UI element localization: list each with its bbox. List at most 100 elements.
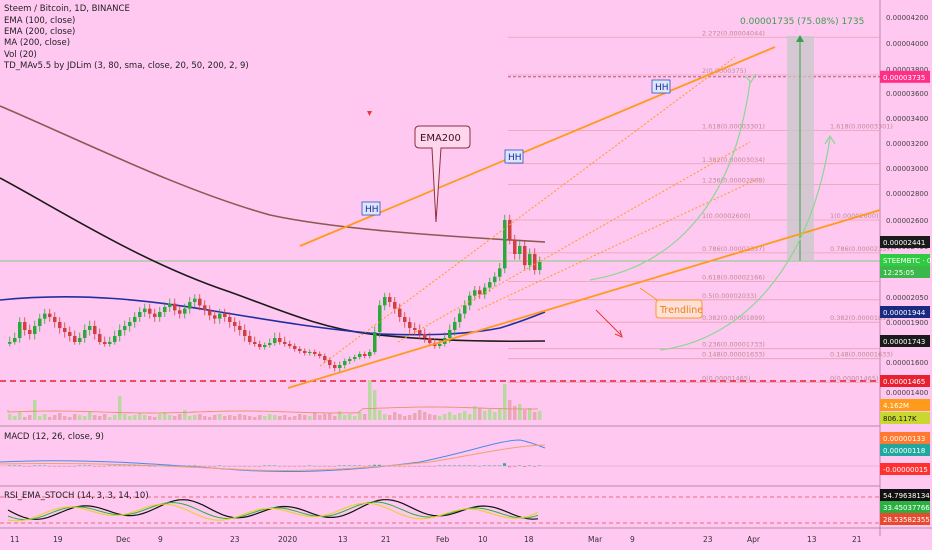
volume-bar: [318, 415, 322, 420]
ma200-line: [0, 105, 546, 243]
candle-body: [293, 346, 297, 349]
macd-label[interactable]: MACD (12, 26, close, 9): [4, 432, 104, 442]
macd-histogram-bar: [393, 466, 396, 467]
macd-histogram-bar: [433, 466, 436, 467]
candle-body: [418, 330, 422, 334]
ema200-callout-label: EMA200: [420, 133, 461, 144]
volume-bar: [273, 415, 277, 420]
volume-bar: [173, 416, 177, 420]
volume-bar: [303, 415, 307, 420]
candle-body: [308, 352, 312, 353]
volume-bar: [533, 412, 537, 420]
indicator-ema200-label[interactable]: EMA (200, close): [4, 27, 76, 37]
candle-body: [523, 246, 527, 266]
macd-histogram-bar: [488, 465, 491, 466]
candle-body: [258, 344, 262, 347]
macd-histogram-bar: [323, 466, 326, 467]
candle-body: [23, 322, 27, 330]
macd-histogram-bar: [308, 465, 311, 466]
volume-bar: [188, 416, 192, 420]
indicator-ema100-label[interactable]: EMA (100, close): [4, 16, 76, 26]
indicator-volume-label[interactable]: Vol (20): [4, 50, 37, 60]
macd-histogram-bar: [443, 465, 446, 466]
macd-tag-histogram: -0.00000015: [883, 466, 928, 474]
candle-body: [378, 305, 382, 332]
macd-histogram-bar: [53, 466, 56, 467]
macd-histogram-bar: [288, 466, 291, 467]
price-tag-support-bg: [880, 375, 930, 387]
candle-body: [508, 220, 512, 240]
volume-bar: [498, 408, 502, 420]
projection-arc-1: [589, 81, 751, 281]
indicator-ma200-label[interactable]: MA (200, close): [4, 38, 71, 48]
candle-body: [398, 308, 402, 317]
candle-body: [178, 310, 182, 314]
price-tick-label: 0.00003200: [886, 140, 928, 148]
volume-bar: [73, 414, 77, 420]
volume-bar: [448, 412, 452, 420]
macd-histogram-bar: [268, 465, 271, 466]
volume-bar: [383, 414, 387, 420]
volume-bar: [163, 412, 167, 420]
time-tick-label: 21: [381, 535, 391, 544]
macd-histogram-bar: [58, 466, 61, 467]
ema200-line: [0, 295, 546, 336]
candle-body: [513, 239, 517, 254]
fib-level-label-left: 0.786(0.00002357): [702, 245, 765, 253]
macd-histogram-bar: [28, 466, 31, 467]
trendline-callout-box: [655, 299, 703, 319]
chart-symbol-title[interactable]: Steem / Bitcoin, 1D, BINANCE: [4, 4, 130, 14]
macd-histogram-bar: [208, 466, 211, 467]
rsi-tag-rsi: 54.79638134: [883, 492, 930, 500]
macd-histogram-bar: [448, 465, 451, 466]
candle-body: [493, 276, 497, 283]
macd-histogram-bar: [258, 466, 261, 467]
macd-histogram-bar: [248, 466, 251, 467]
candle-body: [233, 322, 237, 326]
macd-histogram-bar: [508, 466, 511, 468]
indicator-tdma-label[interactable]: TD_MAv5.5 by JDLim (3, 80, sma, close, 2…: [4, 61, 249, 71]
macd-histogram-bar: [18, 465, 21, 466]
macd-histogram-bar: [423, 466, 426, 467]
macd-histogram-bar: [228, 466, 231, 467]
candle-body: [153, 313, 157, 317]
hh-label: HH: [508, 153, 522, 163]
volume-bar: [358, 412, 362, 420]
macd-histogram-bar: [113, 465, 116, 466]
macd-histogram-bar: [188, 465, 191, 466]
price-tag-ema100: 0.00001743: [883, 338, 925, 346]
rsi-label[interactable]: RSI_EMA_STOCH (14, 3, 3, 14, 10): [4, 491, 149, 501]
candle-body: [243, 330, 247, 336]
fib-level-label-right: 1.618(0.00003301): [830, 122, 893, 130]
macd-histogram-bar: [338, 465, 341, 466]
volume-bar: [313, 412, 317, 420]
volume-bar: [148, 416, 152, 420]
price-tag-support: 0.00001465: [883, 378, 925, 386]
candle-body: [503, 220, 507, 269]
macd-histogram-bar: [498, 465, 501, 466]
time-tick-label: 13: [338, 535, 348, 544]
volume-bar: [158, 414, 162, 420]
fib-level-label-right: 0(0.00001465): [830, 374, 879, 382]
candle-body: [423, 334, 427, 338]
volume-bar: [203, 416, 207, 420]
volume-bar: [458, 413, 462, 420]
macd-histogram-bar: [528, 465, 531, 466]
candle-body: [438, 344, 442, 346]
rsi-tag-d-bg: [880, 513, 930, 525]
volume-bar: [288, 417, 292, 420]
candle-body: [198, 298, 202, 306]
candle-body: [93, 326, 97, 334]
candle-body: [73, 336, 77, 342]
candle-body: [473, 290, 477, 296]
volume-bar: [208, 417, 212, 420]
volume-bar: [8, 414, 12, 420]
macd-histogram-bar: [388, 466, 391, 467]
volume-bar: [138, 413, 142, 420]
candle-body: [263, 345, 267, 347]
price-tick-label: 0.00004000: [886, 40, 928, 48]
fib-level-label-left: 0.236(0.00001733): [702, 341, 765, 349]
candle-body: [58, 322, 62, 328]
volume-bar: [518, 404, 522, 420]
volume-bar: [103, 414, 107, 420]
